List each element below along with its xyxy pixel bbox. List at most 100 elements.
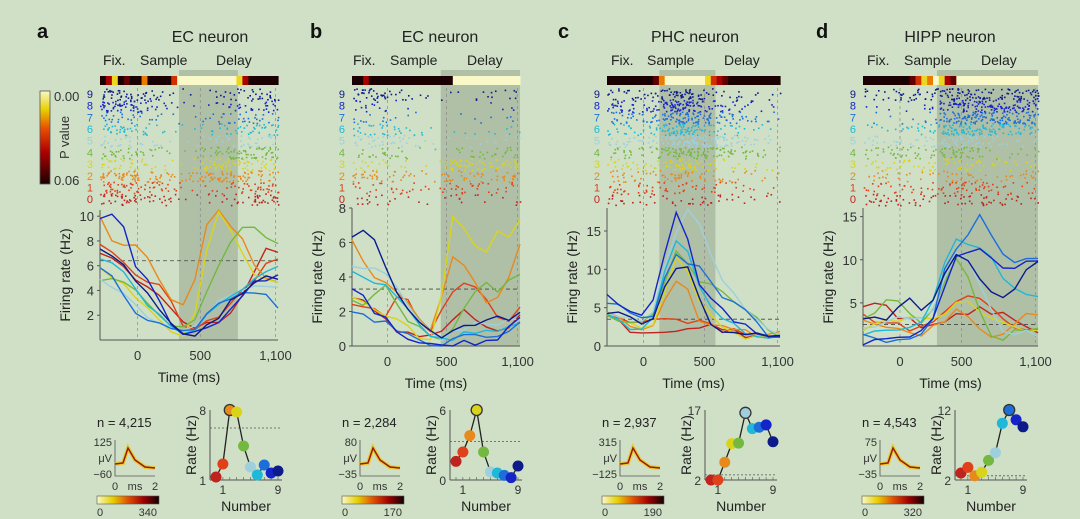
raster-spike [214,163,217,166]
raster-spike [909,143,912,145]
raster-spike [949,91,951,93]
raster-spike [1036,89,1039,92]
raster-spike [964,123,967,126]
raster-spike [116,195,119,198]
raster-spike [455,162,457,165]
raster-spike [475,162,477,165]
raster-row-2 [868,170,1040,183]
raster-spike [245,111,248,114]
raster-spike [211,178,213,181]
raster-spike [939,90,942,93]
raster-spike [675,90,678,93]
raster-spike [121,193,124,196]
raster-spike [189,93,192,96]
raster-spike [708,124,711,127]
raster-spike [696,158,698,160]
raster-spike [1001,204,1004,206]
raster-spike [265,153,268,155]
raster-spike [961,129,963,132]
raster-spike [990,125,993,128]
raster-spike [689,96,692,98]
raster-spike [130,97,133,100]
raster-spike [764,138,766,141]
raster-spike [216,102,219,104]
raster-spike [981,112,984,114]
raster-spike [971,104,974,106]
raster-spike [233,151,235,153]
raster-spike [939,94,942,97]
raster-spike [159,144,162,147]
raster-spike [1015,122,1018,125]
raster-spike [230,103,232,106]
raster-spike [683,189,685,192]
raster-spike [692,113,695,116]
raster-spike [443,188,446,190]
raster-spike [956,132,958,135]
raster-spike [272,197,275,199]
raster-spike [767,192,769,195]
raster-spike [197,180,200,183]
raster-spike [154,148,157,151]
raster-spike [482,182,484,184]
raster-spike [364,171,366,173]
raster-spike [731,113,734,116]
raster-spike [934,92,936,95]
raster-spike [261,137,263,139]
raster-spike [131,159,133,161]
raster-spike [222,163,225,166]
raster-spike [449,91,452,94]
raster-spike [978,189,980,191]
raster-spike [609,185,612,188]
raster-spike [1005,198,1007,200]
density-colorbar-min: 0 [602,507,608,519]
raster-spike [660,90,663,93]
raster-spike [459,165,461,167]
raster-spike [386,147,389,150]
raster-spike [651,151,653,154]
raster-spike [212,113,215,116]
raster-spike [690,101,692,104]
raster-spike [703,150,706,153]
raster-spike [668,123,671,125]
raster-spike [109,150,112,153]
raster-spike [133,192,136,195]
raster-spike [262,148,265,150]
raster-spike [683,122,686,124]
raster-spike [661,89,664,92]
raster-spike [262,160,264,163]
raster-spike [704,121,707,124]
raster-spike [995,99,997,102]
raster-spike [482,91,485,93]
raster-spike [106,111,109,113]
raster-spike [672,142,675,145]
raster-spike [232,156,234,159]
raster-spike [362,169,365,172]
raster-spike [870,149,873,152]
raster-spike [658,100,660,103]
raster-spike [220,180,223,183]
raster-spike [618,112,621,114]
raster-spike [355,168,358,171]
raster-spike [678,148,681,150]
raster-spike [120,138,122,141]
raster-spike [999,119,1002,122]
raster-spike [990,92,993,95]
raster-spike [407,114,410,117]
raster-spike [666,142,669,145]
raster-spike [259,97,261,100]
raster-spike [134,125,136,127]
raster-spike [277,171,280,174]
raster-spike [163,130,166,133]
raster-spike [134,199,136,202]
raster-spike [958,149,960,151]
raster-spike [761,124,764,126]
raster-spike [695,159,697,161]
raster-spike [1006,118,1009,120]
raster-spike [659,186,662,189]
raster-spike [662,195,664,197]
raster-spike [679,112,682,115]
raster-spike [640,98,642,100]
raster-spike [766,195,768,198]
raster-spike [951,94,953,97]
raster-spike [688,97,691,100]
